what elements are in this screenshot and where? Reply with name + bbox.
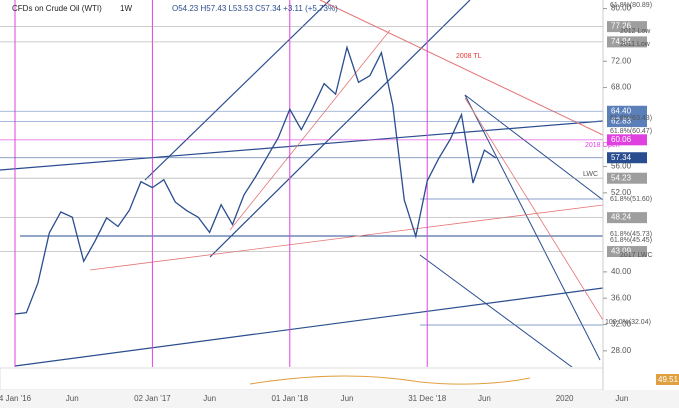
level-badge [607, 172, 647, 184]
ohlc: O54.23 H57.43 L53.53 C57.34 +3.11 (+5.73… [172, 4, 338, 13]
x-tick-label: 01 Jan '18 [271, 394, 308, 403]
level-label: 54.23 [611, 173, 632, 182]
trendline [14, 287, 603, 367]
y-tick-label: 52.00 [611, 188, 632, 197]
annotation: 61.8%(63.43) [610, 115, 652, 122]
annotation: 61.8%(45.73) [610, 231, 652, 238]
trendlines [0, 0, 603, 367]
x-tick-label: Jun [478, 394, 491, 403]
level-label: 62.83 [611, 117, 632, 126]
annotation: 61.8%(80.89) [610, 2, 652, 9]
level-label: 74.94 [611, 37, 632, 46]
x-tick-label: 4 Jan '16 [0, 394, 32, 403]
level-badge [607, 212, 647, 224]
y-tick-label: 56.00 [611, 162, 632, 171]
y-tick-label: 32.00 [611, 320, 632, 329]
y-tick-label: 80.00 [611, 4, 632, 13]
trendline [419, 254, 573, 367]
oscillator-badge [656, 374, 679, 385]
trendline [89, 204, 603, 271]
level-badge [607, 152, 647, 164]
annotation: 2017 LWC [620, 252, 653, 259]
level-badge [607, 116, 647, 128]
plot [0, 0, 603, 367]
oscillator-panel [0, 367, 604, 391]
trendline [0, 120, 603, 171]
x-tick-label: Jun [341, 394, 354, 403]
level-label: 48.24 [611, 213, 632, 222]
annotation: 2008 TL [456, 53, 482, 60]
x-tick-label: 2020 [556, 394, 574, 403]
level-badge [607, 36, 647, 48]
y-tick-label: 36.00 [611, 293, 632, 302]
level-label: 60.06 [611, 135, 632, 144]
annotation: 2012 Low [620, 28, 651, 35]
x-tick-label: Jun [615, 394, 628, 403]
price-axis [603, 0, 679, 408]
y-tick-label: 28.00 [611, 346, 632, 355]
trendline [229, 29, 391, 231]
y-tick-label: 68.00 [611, 83, 632, 92]
level-label: 43.09 [611, 247, 632, 256]
y-tick-label: 72.00 [611, 56, 632, 65]
trendline [464, 94, 603, 201]
level-label: 77.26 [611, 22, 632, 31]
trendline [464, 97, 603, 321]
annotation: 2018 Open [585, 142, 620, 149]
interval: 1W [120, 4, 132, 13]
symbol: CFDs on Crude Oil (WTI) [12, 4, 102, 13]
price-line [14, 45, 497, 315]
x-tick-label: Jun [203, 394, 216, 403]
level-badge [607, 246, 647, 258]
level-badge [607, 134, 647, 146]
annotation: 2011 Low [620, 41, 651, 48]
trendline [319, 0, 603, 136]
time-axis [0, 390, 679, 408]
level-label: 64.40 [611, 106, 632, 115]
oscillator-value: 49.51 [658, 375, 679, 384]
level-badge [607, 21, 647, 33]
annotation: 61.8%(60.47) [610, 128, 652, 135]
x-tick-label: 31 Dec '18 [408, 394, 447, 403]
annotation: 100.0%(32.04) [605, 319, 651, 326]
trendline [144, 0, 331, 181]
annotation: 61.8%(51.60) [610, 196, 652, 203]
x-tick-label: 02 Jan '17 [134, 394, 171, 403]
trendline [209, 0, 471, 258]
annotation: LWC [583, 171, 598, 178]
x-tick-label: Jun [66, 394, 79, 403]
annotation: 61.8%(45.45) [610, 237, 652, 244]
y-tick-label: 40.00 [611, 267, 632, 276]
level-badge [607, 105, 647, 117]
oscillator-line [249, 375, 531, 385]
level-label: 57.34 [611, 153, 632, 162]
trendline [464, 94, 601, 361]
